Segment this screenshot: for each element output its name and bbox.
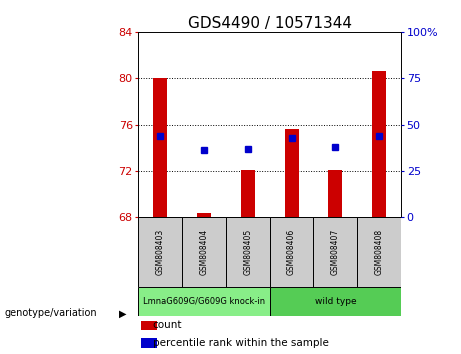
Text: GSM808405: GSM808405 xyxy=(243,229,252,275)
Text: GSM808403: GSM808403 xyxy=(156,229,165,275)
Bar xyxy=(182,217,226,287)
Text: percentile rank within the sample: percentile rank within the sample xyxy=(153,338,329,348)
Text: GSM808408: GSM808408 xyxy=(375,229,384,275)
Bar xyxy=(313,217,357,287)
Bar xyxy=(270,287,401,316)
Bar xyxy=(138,217,182,287)
Bar xyxy=(138,287,270,316)
Bar xyxy=(241,170,255,217)
Text: genotype/variation: genotype/variation xyxy=(5,308,97,318)
Text: GSM808407: GSM808407 xyxy=(331,229,340,275)
Bar xyxy=(270,217,313,287)
Bar xyxy=(226,217,270,287)
Text: LmnaG609G/G609G knock-in: LmnaG609G/G609G knock-in xyxy=(143,297,265,306)
Bar xyxy=(141,338,157,348)
Text: ▶: ▶ xyxy=(119,308,127,318)
Bar xyxy=(372,71,386,217)
Title: GDS4490 / 10571344: GDS4490 / 10571344 xyxy=(188,16,352,31)
Text: GSM808404: GSM808404 xyxy=(200,229,208,275)
Bar xyxy=(197,213,211,217)
Bar xyxy=(328,170,343,217)
Text: count: count xyxy=(153,320,182,330)
Bar xyxy=(153,78,167,217)
Text: GSM808406: GSM808406 xyxy=(287,229,296,275)
Text: wild type: wild type xyxy=(314,297,356,306)
Bar xyxy=(141,321,157,330)
Bar xyxy=(284,129,299,217)
Bar xyxy=(357,217,401,287)
